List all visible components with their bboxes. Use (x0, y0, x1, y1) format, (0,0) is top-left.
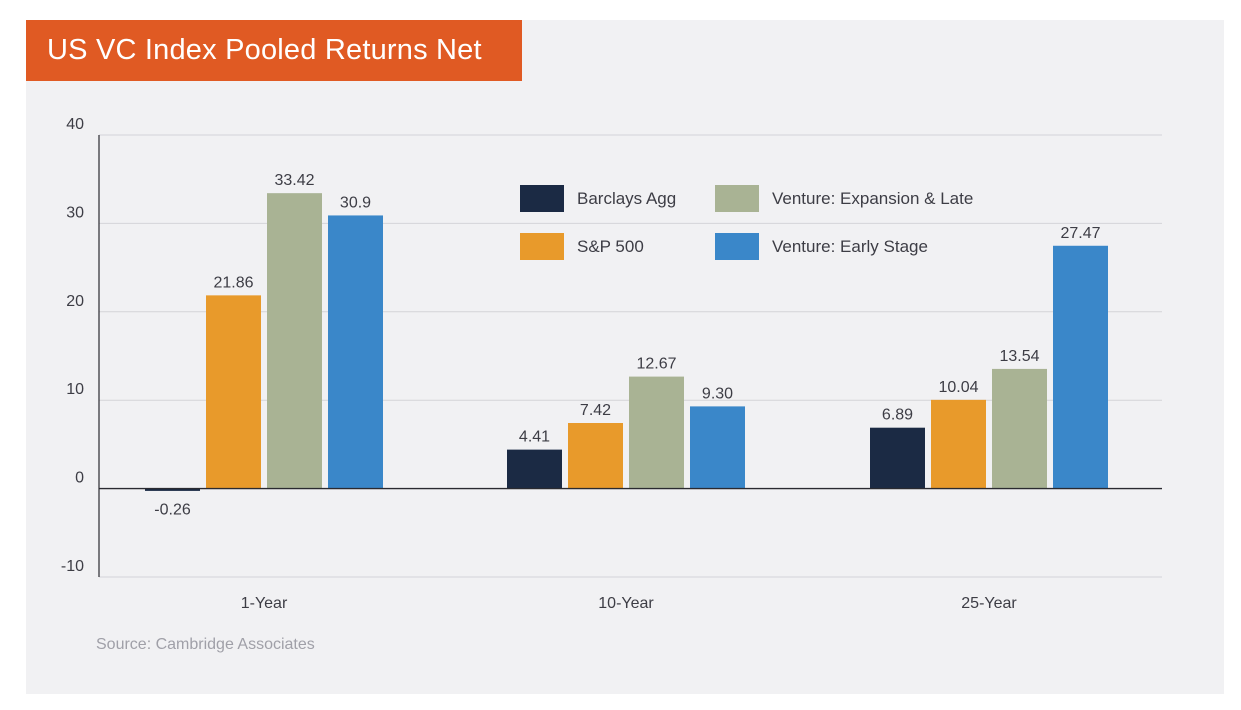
data-label: 7.42 (580, 402, 611, 419)
data-label: 27.47 (1060, 225, 1100, 242)
bar (267, 193, 322, 489)
bar (931, 399, 986, 489)
data-label: 33.42 (274, 172, 314, 189)
legend-swatch (520, 233, 564, 260)
legend-label: S&P 500 (577, 237, 644, 256)
data-label: 6.89 (882, 407, 913, 424)
bar (145, 488, 200, 491)
legend-swatch (715, 185, 759, 212)
data-label: 13.54 (999, 348, 1039, 365)
bar (629, 376, 684, 489)
data-label: 4.41 (519, 429, 550, 446)
bar (992, 368, 1047, 489)
bar (507, 449, 562, 489)
data-label: -0.26 (154, 502, 191, 519)
bar (568, 423, 623, 489)
source-note: Source: Cambridge Associates (96, 636, 315, 653)
data-label: 21.86 (213, 274, 253, 291)
y-tick-label: 30 (66, 204, 84, 221)
bar (206, 295, 261, 489)
bar (1053, 245, 1108, 489)
data-label: 30.9 (340, 194, 371, 211)
data-label: 9.30 (702, 385, 733, 402)
bar (328, 215, 383, 489)
chart-title: US VC Index Pooled Returns Net (26, 20, 522, 81)
y-tick-label: 10 (66, 381, 84, 398)
legend-label: Venture: Expansion & Late (772, 189, 973, 208)
bar (870, 427, 925, 489)
y-tick-label: 0 (75, 470, 84, 487)
y-tick-label: -10 (61, 558, 84, 575)
x-tick-label: 10-Year (598, 595, 654, 612)
legend-label: Barclays Agg (577, 189, 676, 208)
x-tick-label: 1-Year (241, 595, 288, 612)
x-tick-label: 25-Year (961, 595, 1017, 612)
legend-swatch (715, 233, 759, 260)
legend-label: Venture: Early Stage (772, 237, 928, 256)
legend-swatch (520, 185, 564, 212)
y-tick-label: 20 (66, 293, 84, 310)
data-label: 10.04 (938, 379, 978, 396)
data-label: 12.67 (636, 356, 676, 373)
bar (690, 406, 745, 489)
y-tick-label: 40 (66, 116, 84, 133)
